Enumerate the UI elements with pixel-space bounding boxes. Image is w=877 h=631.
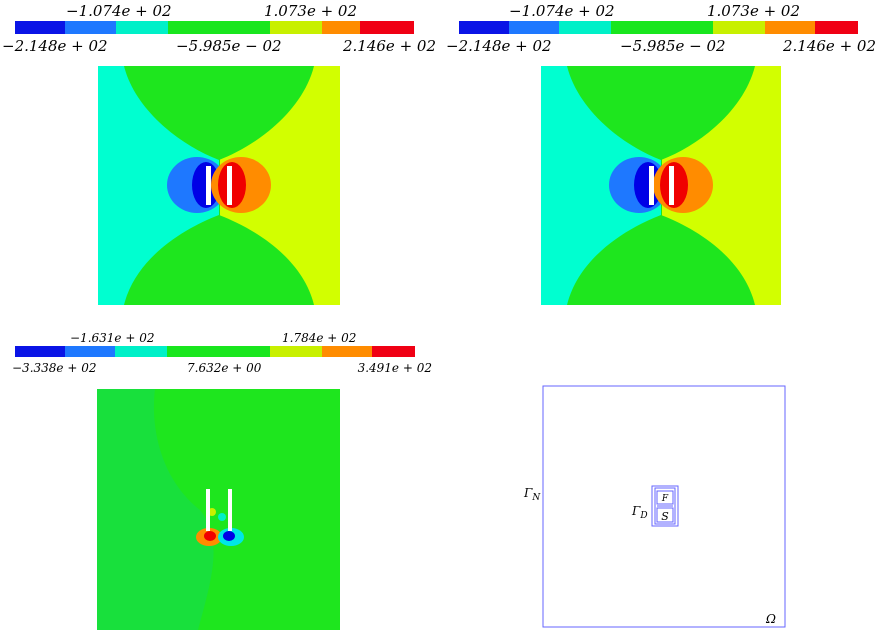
colorbar-1-seg-5 — [270, 21, 322, 34]
field-2-electrode-left — [649, 166, 654, 205]
inner-box-middle — [654, 487, 676, 525]
colorbar-3-bottom-label-min: −3.338e + 02 — [12, 361, 96, 375]
colorbar-3-bottom-label-max: 3.491e + 02 — [358, 361, 432, 375]
colorbar-1: −1.074e + 02 1.073e + 02 −2.148e + 02 −5… — [2, 2, 436, 55]
colorbar-3-seg-4 — [167, 346, 270, 357]
colorbar-2-bottom-label-mid: −5.985e − 02 — [620, 37, 726, 55]
colorbar-3-seg-2 — [65, 346, 115, 357]
colorbar-2-seg-4 — [611, 21, 713, 34]
field-plot-3 — [97, 389, 340, 630]
gamma-d-label: ΓD — [631, 504, 648, 521]
colorbar-1-seg-4 — [168, 21, 270, 34]
omega-label: Ω — [765, 612, 776, 626]
field-3-small-blob-2 — [218, 513, 226, 521]
s-label: S — [661, 510, 669, 523]
field-2-electrode-right — [669, 166, 674, 205]
field-3-positive-inner — [204, 531, 216, 541]
outer-domain-boundary — [542, 385, 786, 628]
colorbar-2-top-label-min: −1.074e + 02 — [509, 2, 615, 20]
f-label: F — [661, 494, 669, 504]
panel-4-domain-diagram: ΓN ΓD Ω F S — [523, 385, 786, 628]
colorbar-2-seg-1 — [459, 21, 509, 34]
field-3-electrode-right — [228, 489, 232, 531]
colorbar-2: −1.074e + 02 1.073e + 02 −2.148e + 02 −5… — [446, 2, 876, 55]
colorbar-3: −1.631e + 02 1.784e + 02 −3.338e + 02 7.… — [12, 331, 432, 375]
s-subdomain — [656, 507, 674, 523]
colorbar-1-bottom-label-min: −2.148e + 02 — [2, 37, 108, 55]
colorbar-3-bottom-label-mid: 7.632e + 00 — [187, 361, 262, 375]
colorbar-1-top-label-max: 1.073e + 02 — [264, 2, 357, 20]
colorbar-3-top-label-max: 1.784e + 02 — [282, 331, 356, 345]
field-1-electrode-right — [227, 166, 232, 205]
colorbar-2-seg-2 — [509, 21, 559, 34]
colorbar-2-top-label-max: 1.073e + 02 — [707, 2, 800, 20]
colorbar-2-bottom-label-max: 2.146e + 02 — [782, 37, 876, 55]
panel-2: −1.074e + 02 1.073e + 02 −2.148e + 02 −5… — [446, 2, 876, 305]
colorbar-1-bottom-label-max: 2.146e + 02 — [342, 37, 436, 55]
colorbar-1-seg-7 — [360, 21, 414, 34]
panel-1: −1.074e + 02 1.073e + 02 −2.148e + 02 −5… — [2, 2, 436, 305]
colorbar-2-seg-5 — [713, 21, 765, 34]
colorbar-2-seg-7 — [815, 21, 858, 34]
colorbar-3-seg-5 — [270, 346, 322, 357]
colorbar-3-seg-7 — [372, 346, 415, 357]
field-1-electrode-left — [206, 166, 211, 205]
f-subdomain — [656, 490, 674, 505]
colorbar-3-seg-1 — [15, 346, 65, 357]
colorbar-1-seg-6 — [322, 21, 360, 34]
colorbar-3-seg-3 — [115, 346, 167, 357]
colorbar-3-top-label-min: −1.631e + 02 — [70, 331, 154, 345]
field-plot-1 — [98, 66, 340, 305]
colorbar-2-seg-3 — [559, 21, 611, 34]
colorbar-1-seg-2 — [65, 21, 116, 34]
field-2-negative-inner — [634, 162, 662, 208]
colorbar-2-seg-6 — [765, 21, 815, 34]
colorbar-1-seg-3 — [116, 21, 168, 34]
field-3-left-region — [97, 389, 214, 630]
colorbar-2-bottom-label-min: −2.148e + 02 — [446, 37, 552, 55]
inner-box-outer — [651, 485, 679, 527]
field-3-electrode-left — [206, 489, 210, 531]
colorbar-3-seg-6 — [322, 346, 372, 357]
colorbar-1-top-label-min: −1.074e + 02 — [66, 2, 172, 20]
colorbar-1-seg-1 — [15, 21, 65, 34]
field-plot-2 — [541, 66, 781, 305]
colorbar-1-bottom-label-mid: −5.985e − 02 — [176, 37, 282, 55]
field-3-negative-inner — [223, 531, 235, 541]
gamma-n-label: ΓN — [523, 486, 541, 503]
panel-3: −1.631e + 02 1.784e + 02 −3.338e + 02 7.… — [12, 331, 432, 630]
